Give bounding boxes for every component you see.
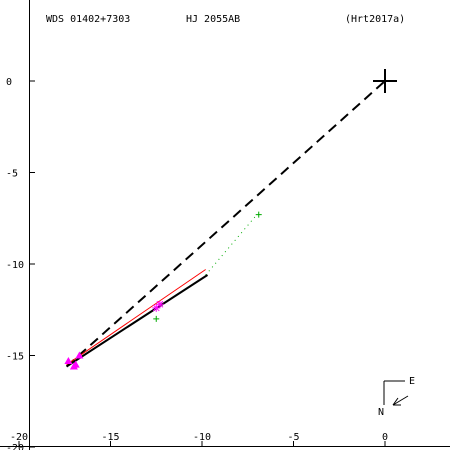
measure-triangle — [71, 360, 80, 368]
dashed-orbit-line — [65, 80, 386, 368]
x-tick-label: -10 — [193, 432, 211, 443]
y-tick-label: 0 — [6, 77, 12, 88]
trend-line — [66, 269, 206, 366]
reference-label: (Hrt2017a) — [345, 14, 405, 25]
wds-id-label: WDS 01402+7303 — [46, 14, 130, 25]
orientation-indicator: E N — [378, 376, 415, 418]
x-tick-label: 0 — [382, 432, 388, 443]
x-tick-label: -15 — [101, 432, 119, 443]
x-tick-label: -5 — [287, 432, 299, 443]
residual-dotted-line — [205, 214, 258, 276]
measure-star — [152, 303, 161, 312]
motion-arrow-head — [392, 397, 401, 406]
measure-triangle — [75, 351, 84, 359]
measure-triangle — [64, 356, 73, 364]
fitted-orbit-arc — [66, 274, 209, 368]
y-tick-label: -5 — [6, 169, 18, 180]
measure-star — [155, 300, 164, 309]
y-tick-label: -20 — [6, 443, 24, 450]
x-tick-label: -20 — [10, 432, 28, 443]
compass-east-label: E — [409, 376, 415, 387]
residual-plus-marker — [153, 315, 160, 322]
primary-star-marker — [373, 69, 397, 93]
axis-ticks: -20 -15 -10 -5 0 0 -5 -10 -15 -20 — [6, 77, 388, 450]
residual-plus-marker — [255, 211, 262, 218]
pair-name-label: HJ 2055AB — [186, 14, 240, 25]
compass-north-label: N — [378, 407, 384, 418]
motion-arrow-shaft — [392, 395, 409, 406]
y-tick-label: -10 — [6, 260, 24, 271]
y-tick-label: -15 — [6, 352, 24, 363]
data-layer — [64, 69, 397, 370]
